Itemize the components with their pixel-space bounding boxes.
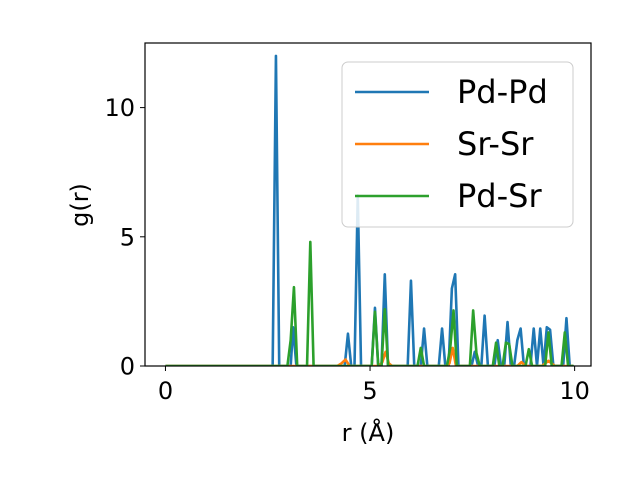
legend-label-sr-sr: Sr-Sr (457, 125, 534, 163)
legend-label-pd-pd: Pd-Pd (457, 73, 548, 111)
x-tick-label: 5 (362, 377, 377, 405)
y-tick-label: 10 (104, 94, 135, 122)
x-tick-label: 10 (559, 377, 590, 405)
legend-label-pd-sr: Pd-Sr (457, 177, 542, 215)
plot-area (144, 42, 592, 367)
axes-frame (144, 42, 592, 367)
y-axis-label: g(r) (66, 183, 94, 227)
series-line-pd-pd (165, 54, 573, 366)
x-tick-label: 0 (158, 377, 173, 405)
series-layer (165, 54, 574, 366)
y-tick-label: 5 (120, 223, 135, 251)
y-tick-label: 0 (120, 353, 135, 381)
series-line-pd-sr (165, 240, 574, 366)
ticks-layer: 0 5 10 0 5 10 (104, 94, 589, 405)
legend-box (341, 61, 574, 228)
x-axis-label: r (Å) (342, 418, 395, 447)
legend: Pd-Pd Sr-Sr Pd-Sr (341, 61, 574, 228)
